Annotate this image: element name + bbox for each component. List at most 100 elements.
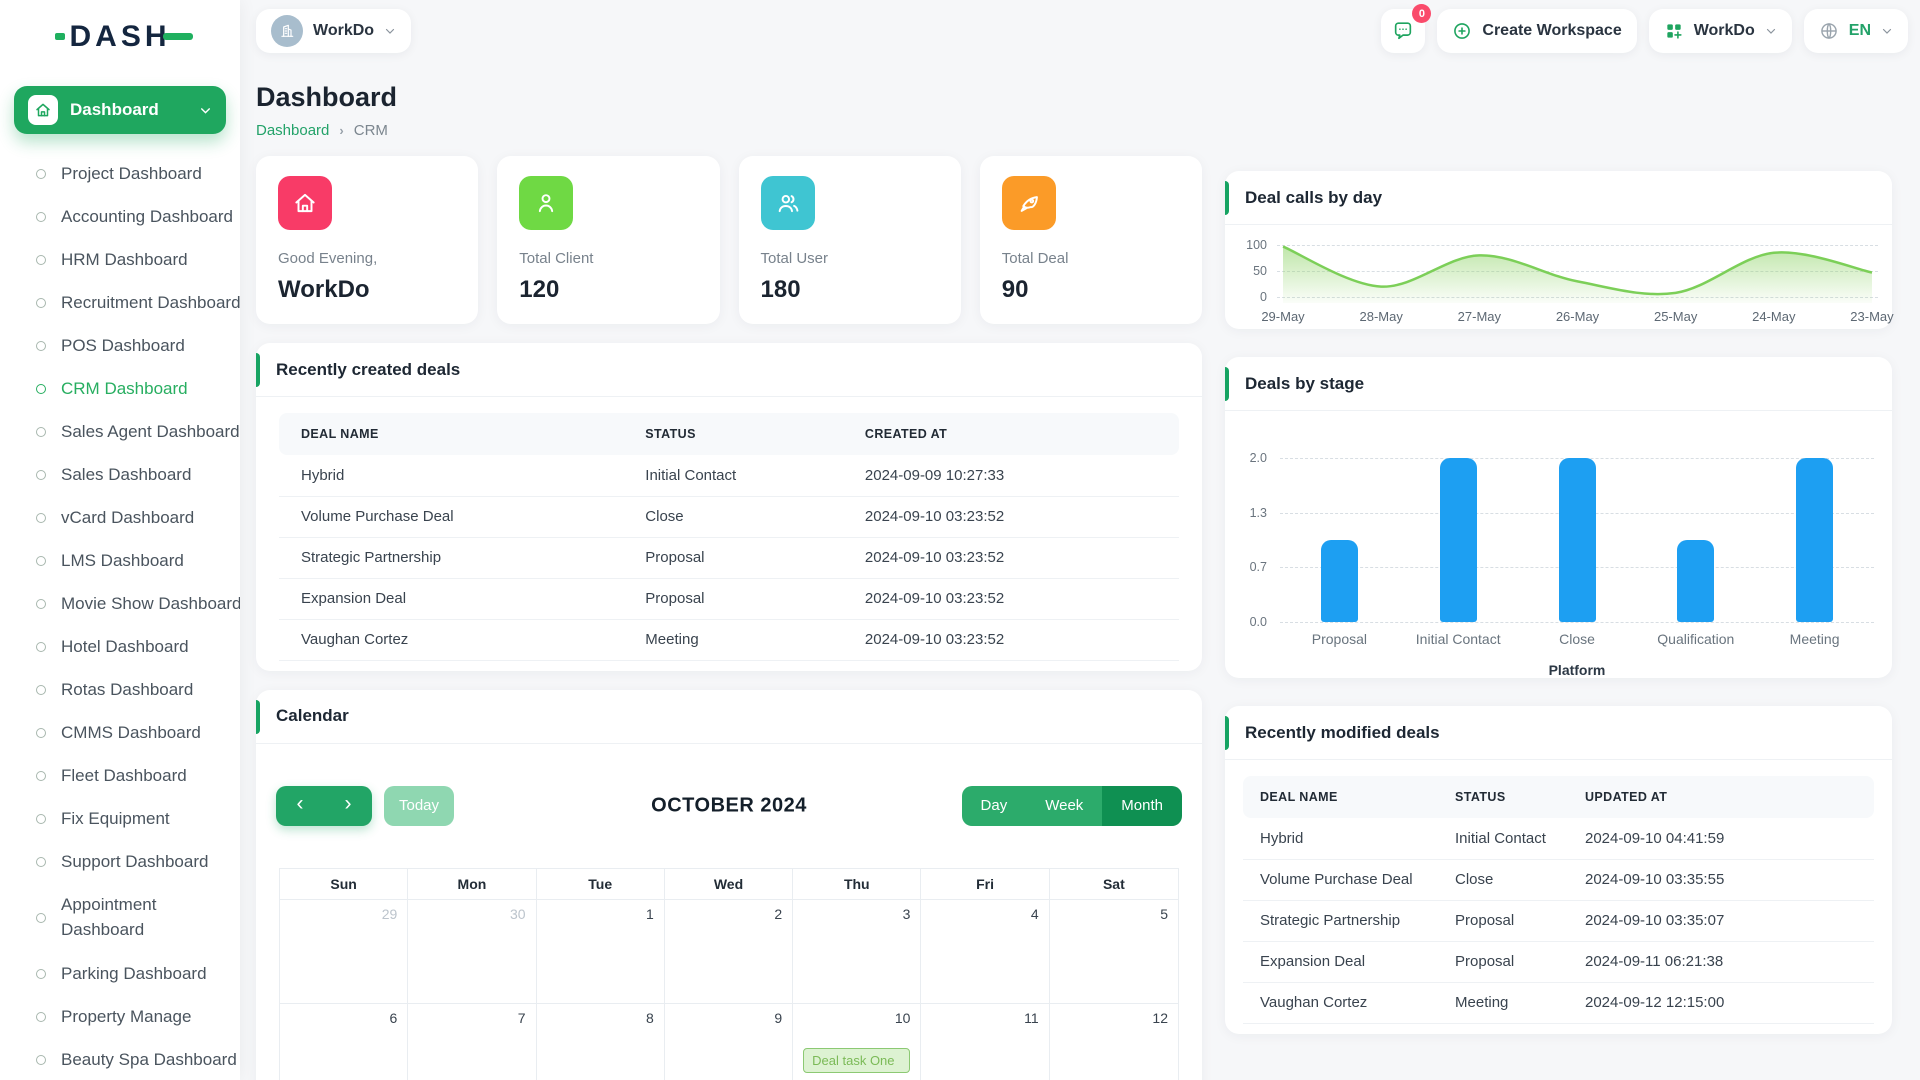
calendar-day-1[interactable]: 1 [536,898,665,1003]
bar-qualification [1677,540,1715,622]
calendar-today-button[interactable]: Today [384,785,455,826]
sidebar-item-label: vCard Dashboard [61,507,195,527]
calendar-event[interactable]: Deal task One [803,1047,911,1073]
calendar-day-5[interactable]: 5 [1049,898,1178,1003]
app-switcher-label: WorkDo [1693,22,1755,39]
sidebar-item-sales-agent-dashboard[interactable]: Sales Agent Dashboard [0,410,240,453]
sidebar-item-appointment-dashboard[interactable]: Appointment Dashboard [0,883,240,952]
status-cell: Proposal [1455,941,1585,983]
sidebar-item-beauty-spa-dashboard[interactable]: Beauty Spa Dashboard [0,1038,240,1080]
sidebar-item-pos-dashboard[interactable]: POS Dashboard [0,324,240,367]
table-row: Volume Purchase Deal Close 2024-09-10 03:3… [1243,859,1874,901]
plus-circle-icon [1452,21,1472,41]
day-of-week-header: Tue [537,868,665,899]
sidebar-item-fleet-dashboard[interactable]: Fleet Dashboard [0,754,240,797]
sidebar-item-accounting-dashboard[interactable]: Accounting Dashboard [0,195,240,238]
sidebar-item-label: POS Dashboard [61,335,185,355]
sidebar-item-cmms-dashboard[interactable]: CMMS Dashboard [0,711,240,754]
recently-modified-deals-table: DEAL NAME STATUS UPDATED AT Hybrid Initial C… [1243,776,1874,1024]
calendar-day-12[interactable]: 12 [1049,1002,1178,1080]
table-row: Vaughan Cortez Meeting 2024-09-10 03:23:52 [279,619,1179,661]
chevron-down-icon [1765,25,1777,37]
topbar: WorkDo 0 Create Workspace WorkDo EN [240,0,1920,62]
messages-button[interactable]: 0 [1381,4,1432,53]
circle-icon [36,770,46,781]
app-switcher[interactable]: WorkDo [1648,9,1792,53]
calendar-day-11[interactable]: 11 [921,1002,1050,1080]
circle-icon [36,340,46,351]
sidebar-dashboard-toggle[interactable]: Dashboard [14,86,226,134]
table-row: Hybrid Initial Contact 2024-09-10 04:41:59 [1243,818,1874,860]
home-icon [28,95,58,125]
sidebar-item-property-manage[interactable]: Property Manage [0,995,240,1038]
calendar-day-29[interactable]: 29 [280,898,409,1003]
table-row: Hybrid Initial Contact 2024-09-09 10:27:33 [279,455,1179,497]
sidebar-item-project-dashboard[interactable]: Project Dashboard [0,152,240,195]
stat-label: Total Client [519,250,594,267]
calendar-day-2[interactable]: 2 [664,898,794,1003]
calendar-next-button chevron-right-icon[interactable]: › [344,792,352,815]
section-title: Recently modified deals [1225,706,1892,760]
circle-icon [36,856,46,867]
sidebar-item-support-dashboard[interactable]: Support Dashboard [0,840,240,883]
calendar-month-title: OCTOBER 2024 [651,794,807,816]
column-header: DEAL NAME [279,413,646,455]
calendar-day-8[interactable]: 8 [536,1002,665,1080]
sidebar-item-label: Accounting Dashboard [61,206,234,226]
y-tick-label: 1.3 [1249,505,1267,520]
calendar-view-week[interactable]: Week [1026,785,1103,826]
status-cell: Meeting [645,619,865,661]
stat-value: 90 [1001,276,1029,303]
column-header: UPDATED AT [1585,776,1874,818]
sidebar-item-vcard-dashboard[interactable]: vCard Dashboard [0,496,240,539]
sidebar-item-hotel-dashboard[interactable]: Hotel Dashboard [0,625,240,668]
circle-icon [36,968,46,979]
bar-chart-y-axis: 2.0 1.3 0.7 0.0 [1225,451,1280,629]
stat-card-total-client: Total Client 120 [497,156,720,324]
circle-icon [36,912,46,923]
calendar-view-day[interactable]: Day [961,785,1027,826]
category-label: Meeting [1789,631,1840,647]
area-chart-plot [1277,239,1878,303]
app-logo[interactable]: DASH [0,0,240,74]
breadcrumb-dashboard-link[interactable]: Dashboard [256,122,330,139]
x-tick-label: 27-May [1457,309,1502,324]
day-number: 5 [1160,905,1168,922]
stat-value: 120 [519,276,560,303]
sidebar-item-rotas-dashboard[interactable]: Rotas Dashboard [0,668,240,711]
day-of-week-header: Mon [408,868,537,899]
calendar-day-7[interactable]: 7 [408,1002,537,1080]
sidebar-item-fix-equipment[interactable]: Fix Equipment [0,797,240,840]
calendar-day-4[interactable]: 4 [921,898,1050,1003]
date-cell: 2024-09-09 10:27:33 [864,455,1179,497]
page-title: Dashboard [256,82,398,112]
globe-icon [1819,21,1839,41]
day-number: 7 [517,1009,526,1026]
calendar-prev-button chevron-left-icon[interactable]: ‹ [296,792,304,815]
main-content: Dashboard Dashboard › CRM Good Evening, W… [240,62,1920,1080]
day-of-week-header: Sat [1102,875,1125,892]
deal-name-cell: Volume Purchase Deal [279,496,646,538]
sidebar-item-lms-dashboard[interactable]: LMS Dashboard [0,539,240,582]
sidebar-item-label: Beauty Spa Dashboard [61,1049,237,1069]
calendar-day-3[interactable]: 3 [793,898,922,1003]
sidebar-item-parking-dashboard[interactable]: Parking Dashboard [0,952,240,995]
create-workspace-button[interactable]: Create Workspace [1437,9,1637,53]
sidebar-item-recruitment-dashboard[interactable]: Recruitment Dashboard [0,281,240,324]
recently-created-deals-table: DEAL NAME STATUS CREATED AT Hybrid Initial C… [279,413,1179,661]
sidebar-item-movie-show-dashboard[interactable]: Movie Show Dashboard [0,582,240,625]
sidebar-item-hrm-dashboard[interactable]: HRM Dashboard [0,238,240,281]
y-tick-label: 0.7 [1249,560,1267,575]
sidebar-item-sales-dashboard[interactable]: Sales Dashboard [0,453,240,496]
date-cell: 2024-09-10 03:35:55 [1585,859,1874,901]
calendar-view-month[interactable]: Month [1102,785,1182,826]
calendar-day-30[interactable]: 30 [408,898,537,1003]
language-selector[interactable]: EN [1803,9,1908,53]
sidebar-item-crm-dashboard[interactable]: CRM Dashboard [0,367,240,410]
deal-name-cell: Strategic Partnership [279,537,646,579]
left-column: Good Evening, WorkDo Total Client 120 Total … [256,156,1202,1080]
calendar-day-6[interactable]: 6 [280,1002,409,1080]
workspace-selector[interactable]: WorkDo [256,9,412,53]
calendar-day-10[interactable]: 10 Deal task One [793,1002,922,1080]
calendar-day-9[interactable]: 9 [664,1002,794,1080]
